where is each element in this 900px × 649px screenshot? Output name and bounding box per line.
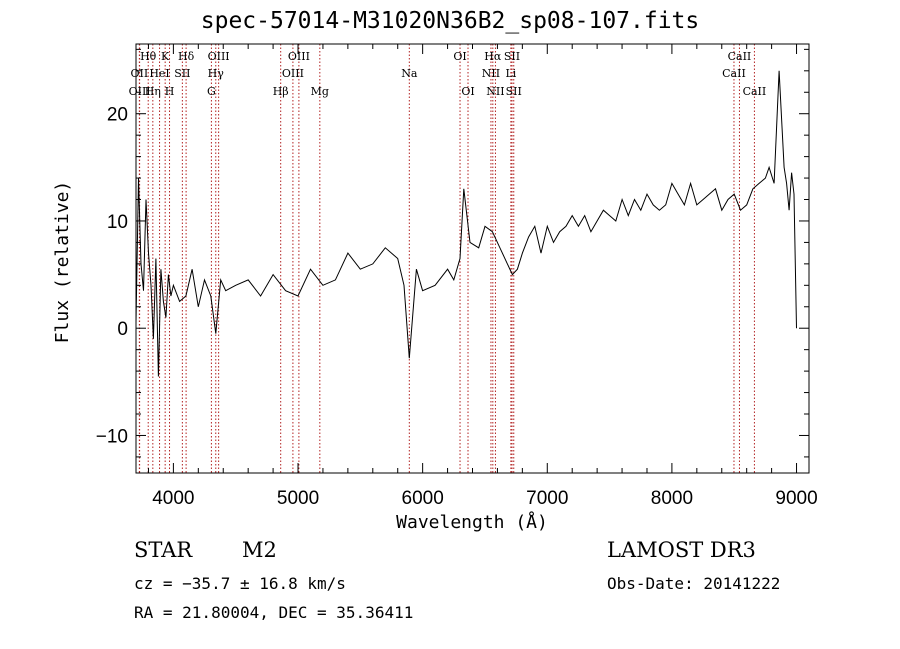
line-label: Li bbox=[505, 67, 516, 80]
y-tick-label: 20 bbox=[107, 105, 128, 126]
line-label: CaII bbox=[743, 85, 767, 98]
x-axis-label: Wavelength (Å) bbox=[396, 511, 548, 533]
line-label: OIII bbox=[208, 50, 230, 63]
line-label: SII bbox=[506, 85, 522, 98]
x-tick-label: 7000 bbox=[526, 488, 568, 509]
line-label: Hθ bbox=[140, 50, 157, 63]
y-tick-label: 0 bbox=[117, 319, 128, 340]
obs-date: Obs-Date: 20141222 bbox=[607, 574, 781, 593]
line-label: CaII bbox=[728, 50, 752, 63]
x-tick-label: 6000 bbox=[402, 488, 444, 509]
line-label: Hβ bbox=[273, 85, 289, 98]
x-tick-label: 9000 bbox=[775, 488, 817, 509]
line-label: OII bbox=[131, 67, 149, 80]
line-label: Na bbox=[401, 67, 418, 80]
line-label: OIII bbox=[288, 50, 310, 63]
line-label: HeI bbox=[149, 67, 169, 80]
line-label: OI bbox=[461, 85, 474, 98]
axis-ticks: 4000 5000 6000 7000 8000 9000 −10 0 10 20 bbox=[96, 44, 818, 509]
x-tick-label: 4000 bbox=[152, 488, 194, 509]
object-class: STAR bbox=[134, 538, 193, 562]
line-label: Hα bbox=[484, 50, 502, 63]
line-label: H bbox=[165, 85, 175, 98]
plot-frame bbox=[135, 43, 810, 474]
x-tick-label: 5000 bbox=[277, 488, 319, 509]
line-label: NII bbox=[486, 85, 504, 98]
line-label: SII bbox=[174, 67, 190, 80]
spectrum-trace bbox=[135, 70, 797, 377]
spectral-line-labels: Hθ OII OIII HeI Hη K H SII Hδ OIII Hγ G Hβ OIII OIII Mg… bbox=[129, 50, 767, 98]
line-label: NII bbox=[482, 67, 500, 80]
survey-name: LAMOST DR3 bbox=[607, 538, 756, 562]
y-tick-label: 10 bbox=[107, 212, 128, 233]
line-label: Hγ bbox=[208, 67, 225, 80]
spectral-line-markers bbox=[138, 44, 755, 473]
line-label: OIII bbox=[129, 85, 151, 98]
line-label: Hδ bbox=[178, 50, 195, 63]
line-label: Hη bbox=[145, 85, 161, 98]
x-tick-label: 8000 bbox=[651, 488, 693, 509]
line-label: K bbox=[161, 50, 170, 63]
line-label: CaII bbox=[722, 67, 746, 80]
line-label: Mg bbox=[311, 85, 329, 98]
object-subclass: M2 bbox=[242, 538, 277, 562]
y-tick-label: −10 bbox=[96, 426, 128, 447]
y-axis-label: Flux (relative) bbox=[52, 181, 73, 344]
redshift-cz: cz = −35.7 ± 16.8 km/s bbox=[134, 574, 346, 593]
ra-dec: RA = 21.80004, DEC = 35.36411 bbox=[134, 603, 414, 622]
line-label: OIII bbox=[282, 67, 304, 80]
chart-title: spec-57014-M31020N36B2_sp08-107.fits bbox=[200, 8, 700, 34]
line-label: G bbox=[207, 85, 216, 98]
line-label: OI bbox=[453, 50, 466, 63]
line-label: SII bbox=[504, 50, 520, 63]
